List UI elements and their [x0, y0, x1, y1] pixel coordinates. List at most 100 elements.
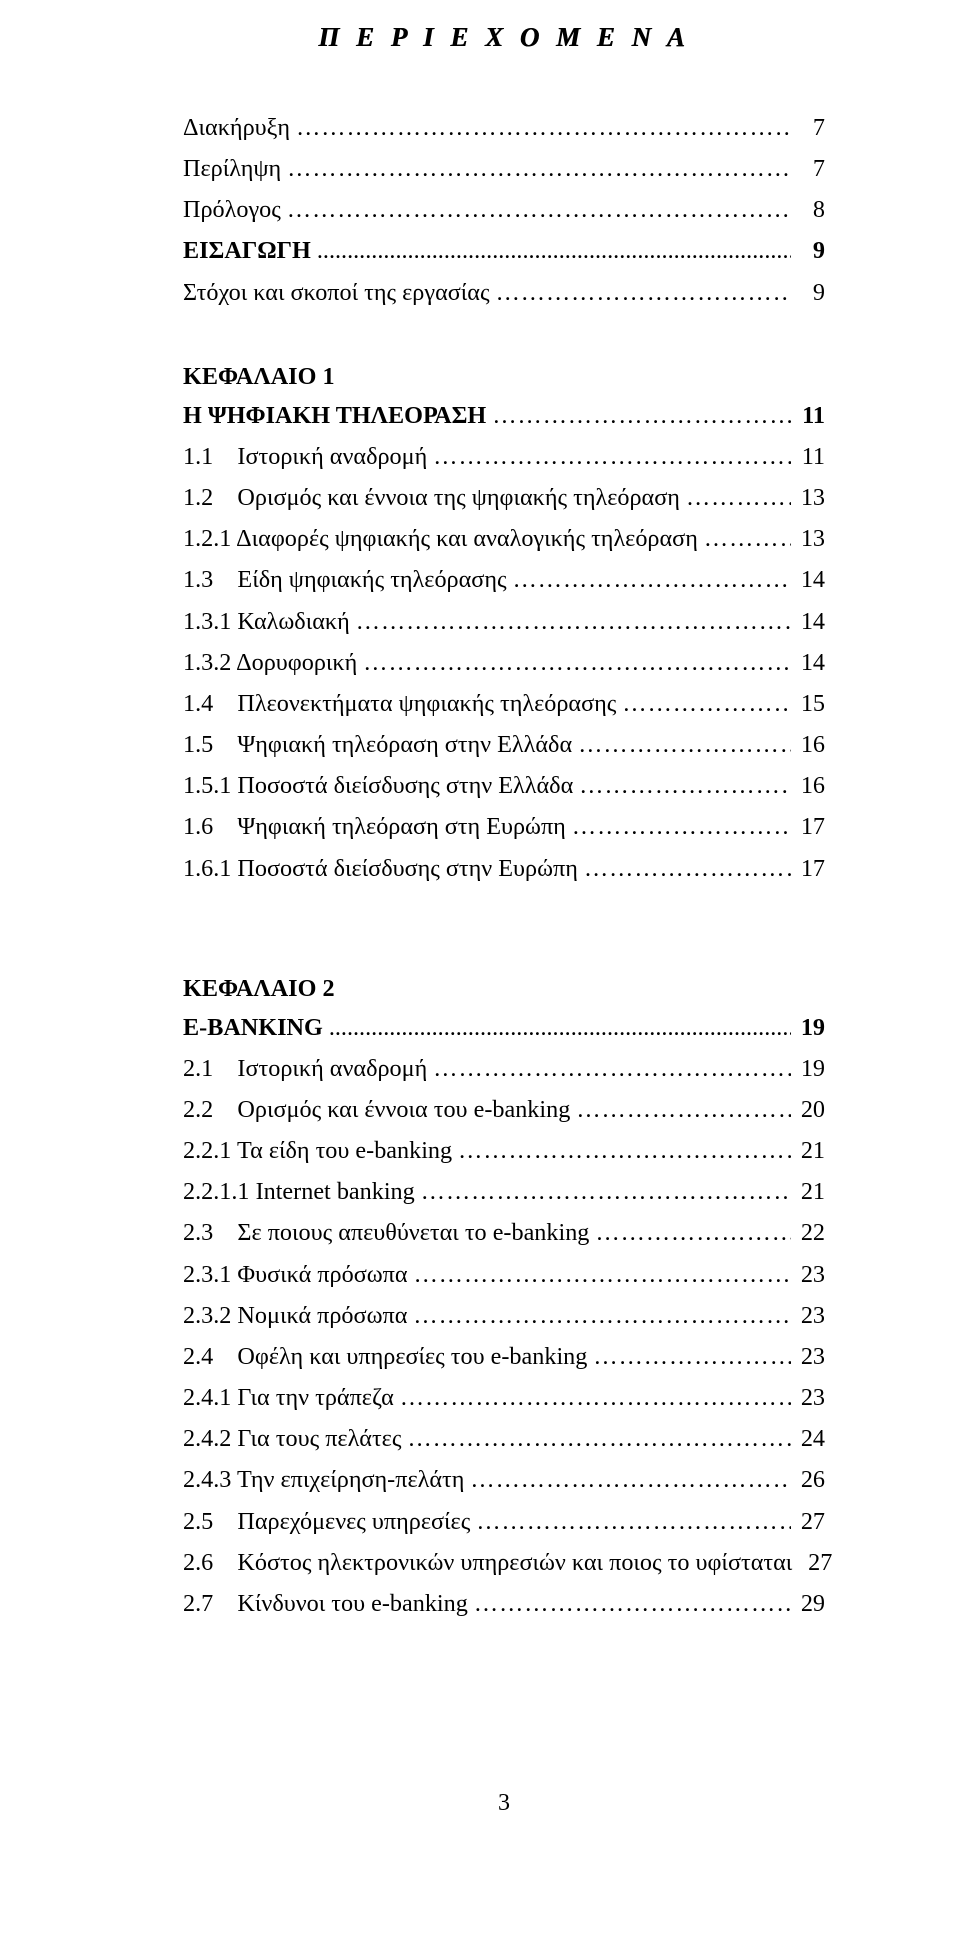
intro-page: 7: [791, 113, 825, 144]
ch2-page: 21: [791, 1136, 825, 1167]
ch1-row: 1.3.2 Δορυφορική 14: [183, 648, 825, 679]
leader-dots: [593, 1342, 791, 1373]
intro-row: Περίληψη 7: [183, 154, 825, 185]
ch2-label: 2.5 Παρεχόμενες υπηρεσίες: [183, 1507, 476, 1538]
ch2-label: 2.4.3 Την επιχείρηση-πελάτη: [183, 1465, 470, 1496]
spacer: [183, 895, 825, 975]
leader-dots: [458, 1136, 791, 1167]
ch2-page: 22: [791, 1218, 825, 1249]
ch2-label: 2.3.1 Φυσικά πρόσωπα: [183, 1260, 414, 1291]
ch1-label: Η ΨΗΦΙΑΚΗ ΤΗΛΕΟΡΑΣΗ: [183, 401, 492, 432]
ch2-page: 23: [791, 1260, 825, 1291]
ch1-label: 1.1 Ιστορική αναδρομή: [183, 442, 433, 473]
ch2-page: 23: [791, 1342, 825, 1373]
ch2-row: 2.2.1 Τα είδη του e-banking 21: [183, 1136, 825, 1167]
ch2-row: 2.2.1.1 Internet banking 21: [183, 1177, 825, 1208]
ch2-label: 2.1 Ιστορική αναδρομή: [183, 1054, 433, 1085]
intro-row: ΕΙΣΑΓΩΓΗ 9: [183, 236, 825, 267]
ch2-row: 2.4.3 Την επιχείρηση-πελάτη 26: [183, 1465, 825, 1496]
ch2-label: 2.7 Κίνδυνοι του e-banking: [183, 1589, 474, 1620]
ch1-label: 1.4 Πλεονεκτήματα ψηφιακής τηλεόρασης: [183, 689, 622, 720]
ch1-page: 14: [791, 565, 825, 596]
ch2-row: 2.3.2 Νομικά πρόσωπα 23: [183, 1301, 825, 1332]
ch1-page: 14: [791, 607, 825, 638]
intro-row: Πρόλογος 8: [183, 195, 825, 226]
leader-dots: [579, 771, 791, 802]
ch2-page: 21: [791, 1177, 825, 1208]
ch2-label: 2.2.1.1 Internet banking: [183, 1177, 421, 1208]
leader-dots: [433, 442, 791, 473]
leader-dots: [413, 1301, 791, 1332]
ch2-label: 2.4.1 Για την τράπεζα: [183, 1383, 400, 1414]
ch2-row: 2.3.1 Φυσικά πρόσωπα 23: [183, 1260, 825, 1291]
intro-label: Περίληψη: [183, 154, 287, 185]
ch2-page: 26: [791, 1465, 825, 1496]
toc-title: Π Ε Ρ Ι Ε Χ Ο Μ Ε Ν Α: [183, 22, 825, 53]
intro-label: Διακήρυξη: [183, 113, 296, 144]
ch1-label: 1.3 Είδη ψηφιακής τηλεόρασης: [183, 565, 513, 596]
ch1-page: 16: [791, 771, 825, 802]
ch2-row: 2.2 Ορισμός και έννοια του e-banking 20: [183, 1095, 825, 1126]
leader-dots: [572, 812, 791, 843]
leader-dots: [578, 730, 791, 761]
ch2-label: E-BANKING: [183, 1013, 329, 1044]
ch1-row: Η ΨΗΦΙΑΚΗ ΤΗΛΕΟΡΑΣΗ 11: [183, 401, 825, 432]
leader-dots: [622, 689, 791, 720]
leader-dots: [407, 1424, 791, 1455]
leader-dots: [704, 524, 791, 555]
ch2-label: 2.2.1 Τα είδη του e-banking: [183, 1136, 458, 1167]
ch1-label: 1.3.1 Καλωδιακή: [183, 607, 356, 638]
leader-dots: [492, 401, 791, 432]
leader-dots: [433, 1054, 791, 1085]
chapter2-heading: ΚΕΦΑΛΑΙΟ 2: [183, 975, 825, 1003]
ch2-row: 2.1 Ιστορική αναδρομή 19: [183, 1054, 825, 1085]
ch1-label: 1.3.2 Δορυφορική: [183, 648, 363, 679]
intro-page: 7: [791, 154, 825, 185]
ch2-page: 19: [791, 1013, 825, 1044]
ch2-label: 2.4 Οφέλη και υπηρεσίες του e-banking: [183, 1342, 593, 1373]
ch2-page: 23: [791, 1383, 825, 1414]
ch1-row: 1.5.1 Ποσοστά διείσδυσης στην Ελλάδα 16: [183, 771, 825, 802]
ch2-label: 2.4.2 Για τους πελάτες: [183, 1424, 407, 1455]
leader-dots: [470, 1465, 791, 1496]
ch1-label: 1.2 Ορισμός και έννοια της ψηφιακής τηλε…: [183, 483, 686, 514]
intro-label: Στόχοι και σκοποί της εργασίας: [183, 278, 496, 309]
leader-dots: [584, 854, 791, 885]
chapter2-section: E-BANKING 192.1 Ιστορική αναδρομή 192.2 …: [183, 1013, 825, 1620]
ch1-page: 14: [791, 648, 825, 679]
ch1-label: 1.6 Ψηφιακή τηλεόραση στη Ευρώπη: [183, 812, 572, 843]
ch2-row: 2.6 Κόστος ηλεκτρονικών υπηρεσιών και πο…: [183, 1548, 825, 1579]
ch2-row: 2.7 Κίνδυνοι του e-banking 29: [183, 1589, 825, 1620]
intro-label: Πρόλογος: [183, 195, 287, 226]
leader-dots: [287, 154, 791, 185]
ch1-page: 15: [791, 689, 825, 720]
leader-dots: [363, 648, 791, 679]
ch2-row: E-BANKING 19: [183, 1013, 825, 1044]
leader-dots: [474, 1589, 791, 1620]
leader-dots: [329, 1013, 791, 1044]
ch1-row: 1.1 Ιστορική αναδρομή 11: [183, 442, 825, 473]
ch2-row: 2.4 Οφέλη και υπηρεσίες του e-banking 23: [183, 1342, 825, 1373]
ch2-label: 2.3.2 Νομικά πρόσωπα: [183, 1301, 413, 1332]
ch1-row: 1.2 Ορισμός και έννοια της ψηφιακής τηλε…: [183, 483, 825, 514]
ch2-page: 24: [791, 1424, 825, 1455]
intro-label: ΕΙΣΑΓΩΓΗ: [183, 236, 317, 267]
leader-dots: [513, 565, 791, 596]
chapter1-section: Η ΨΗΦΙΑΚΗ ΤΗΛΕΟΡΑΣΗ 11 1.1 Ιστορική αναδρ…: [183, 401, 825, 885]
intro-page: 8: [791, 195, 825, 226]
ch2-page: 20: [791, 1095, 825, 1126]
ch2-row: 2.3 Σε ποιους απευθύνεται το e-banking 2…: [183, 1218, 825, 1249]
intro-page: 9: [791, 236, 825, 267]
leader-dots: [296, 113, 791, 144]
ch2-page: 23: [791, 1301, 825, 1332]
leader-dots: [576, 1095, 791, 1126]
ch1-page: 17: [791, 812, 825, 843]
ch1-page: 16: [791, 730, 825, 761]
intro-row: Διακήρυξη 7: [183, 113, 825, 144]
ch2-label: 2.6 Κόστος ηλεκτρονικών υπηρεσιών και πο…: [183, 1548, 798, 1579]
ch1-row: 1.2.1 Διαφορές ψηφιακής και αναλογικής τ…: [183, 524, 825, 555]
ch1-label: 1.2.1 Διαφορές ψηφιακής και αναλογικής τ…: [183, 524, 704, 555]
leader-dots: [414, 1260, 791, 1291]
ch1-row: 1.4 Πλεονεκτήματα ψηφιακής τηλεόρασης 15: [183, 689, 825, 720]
ch2-page: 19: [791, 1054, 825, 1085]
